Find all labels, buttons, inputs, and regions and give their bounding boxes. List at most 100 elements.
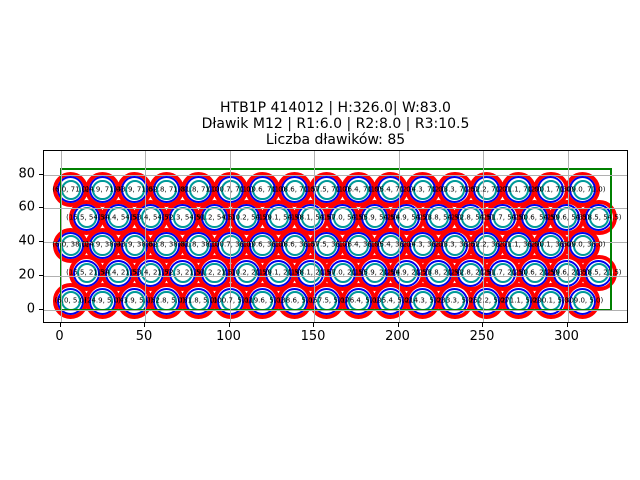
gland-middle-circle-r2 [569,287,597,315]
gland-middle-circle-r2 [217,231,245,259]
gland-coordinate-label: (214.3, 38.0) [399,240,446,249]
gland-coordinate-label: (24.9, 5.0) [84,296,121,305]
gland-middle-circle-r2 [441,231,469,259]
gland-coordinate-label: (290.1, 71.0) [527,185,574,194]
gland-coordinate-label: (157.5, 71.0) [303,185,350,194]
gland-inner-circle-r1 [156,235,177,256]
gland-inner-circle-r1 [428,263,449,284]
gland-coordinate-label: (53.4, 21.5) [130,268,172,277]
vertical-gridline [145,151,146,322]
gland-middle-circle-r2 [281,176,309,204]
gland-middle-circle-r2 [377,176,405,204]
vertical-gridline [483,151,484,322]
gland-coordinate-label: (91.2, 54.5) [194,213,236,222]
gland-inner-circle-r1 [92,179,113,200]
gland-coordinate-label: (309.0, 38.0) [559,240,606,249]
gland-middle-circle-r2 [297,259,325,287]
gland-middle-circle-r2 [137,204,165,232]
vertical-gridline [60,151,62,322]
gland-coordinate-label: (157.5, 38.0) [303,240,350,249]
gland-middle-circle-r2 [345,231,373,259]
horizontal-gridline [44,275,627,277]
gland-coordinate-label: (138.6, 38.0) [271,240,318,249]
gland-inner-circle-r1 [348,235,369,256]
gland-middle-circle-r2 [89,176,117,204]
gland-coordinate-label: (271.1, 38.0) [495,240,542,249]
vertical-gridline [398,151,400,322]
gland-inner-circle-r1 [524,263,545,284]
gland-coordinate-label: (148.1, 54.5) [288,213,334,222]
gland-coordinate-label: (252.2, 38.0) [463,240,510,249]
gland-middle-circle-r2 [105,204,133,232]
gland-inner-circle-r1 [284,179,305,200]
gland-middle-circle-r2 [473,176,501,204]
gland-middle-circle-r2 [409,287,437,315]
gland-coordinate-label: (261.7, 21.5) [479,268,526,277]
gland-inner-circle-r1 [300,263,321,284]
x-tick-mark [566,323,568,327]
gland-coordinate-label: (299.6, 21.5) [544,268,590,277]
gland-coordinate-label: (233.3, 5.0) [434,296,476,305]
gland-middle-circle-r2 [521,259,549,287]
gland-coordinate-label: (81.8, 38.0) [178,240,220,249]
gland-coordinate-label: (110.2, 21.5) [223,268,270,277]
gland-coordinate-label: (195.4, 5.0) [370,296,412,305]
gland-coordinate-label: (62.8, 71.0) [146,185,188,194]
gland-coordinate-label: (119.6, 38.0) [239,240,286,249]
gland-inner-circle-r1 [60,235,81,256]
gland-coordinate-label: (252.2, 71.0) [463,185,510,194]
gland-middle-circle-r2 [473,287,501,315]
x-tick-mark [397,323,399,327]
gland-coordinate-label: (6.0, 5.0) [54,296,87,305]
gland-coordinate-label: (195.4, 38.0) [367,240,414,249]
gland-inner-circle-r1 [140,263,161,284]
horizontal-gridline [44,242,627,243]
gland-coordinate-label: (24.9, 38.0) [82,240,124,249]
gland-inner-circle-r1 [284,235,305,256]
packing-rectangle [59,168,613,311]
gland-coordinate-label: (318.5, 54.5) [575,213,622,222]
y-tick-label: 40 [18,233,35,249]
gland-coordinate-label: (62.8, 5.0) [148,296,185,305]
gland-inner-circle-r1 [380,179,401,200]
gland-inner-circle-r1 [252,179,273,200]
gland-outer-circle-r3 [564,171,601,208]
gland-coordinate-label: (24.9, 71.0) [82,185,124,194]
gland-inner-circle-r1 [124,179,145,200]
x-tick-mark [482,323,483,327]
gland-coordinate-label: (148.1, 21.5) [288,268,334,277]
gland-inner-circle-r1 [572,235,593,256]
gland-coordinate-label: (72.3, 54.5) [162,213,204,222]
gland-inner-circle-r1 [220,235,241,256]
gland-inner-circle-r1 [508,179,529,200]
vertical-gridline [314,151,315,322]
gland-coordinate-label: (100.7, 5.0) [210,296,252,305]
gland-middle-circle-r2 [153,231,181,259]
gland-inner-circle-r1 [172,263,193,284]
gland-middle-circle-r2 [89,231,117,259]
gland-inner-circle-r1 [540,179,561,200]
gland-coordinate-label: (91.2, 21.5) [194,268,236,277]
gland-inner-circle-r1 [444,235,465,256]
y-tick-mark [39,207,43,209]
gland-inner-circle-r1 [252,235,273,256]
gland-inner-circle-r1 [492,263,513,284]
x-tick-mark [228,323,230,327]
horizontal-gridline [44,309,627,311]
gland-inner-circle-r1 [412,179,433,200]
gland-coordinate-label: (72.3, 21.5) [162,268,204,277]
y-tick-label: 60 [18,199,35,215]
gland-middle-circle-r2 [233,204,261,232]
y-tick-label: 0 [26,301,35,316]
gland-middle-circle-r2 [217,176,245,204]
gland-inner-circle-r1 [268,263,289,284]
gland-coordinate-label: (43.9, 5.0) [116,296,154,305]
x-tick-mark [313,323,314,327]
vertical-gridline [567,151,569,322]
gland-coordinate-label: (318.5, 21.5) [575,268,622,277]
gland-inner-circle-r1 [460,263,481,284]
x-tick-label: 200 [385,329,410,344]
gland-coordinate-label: (290.1, 38.0) [527,240,574,249]
x-tick-label: 100 [216,329,241,344]
